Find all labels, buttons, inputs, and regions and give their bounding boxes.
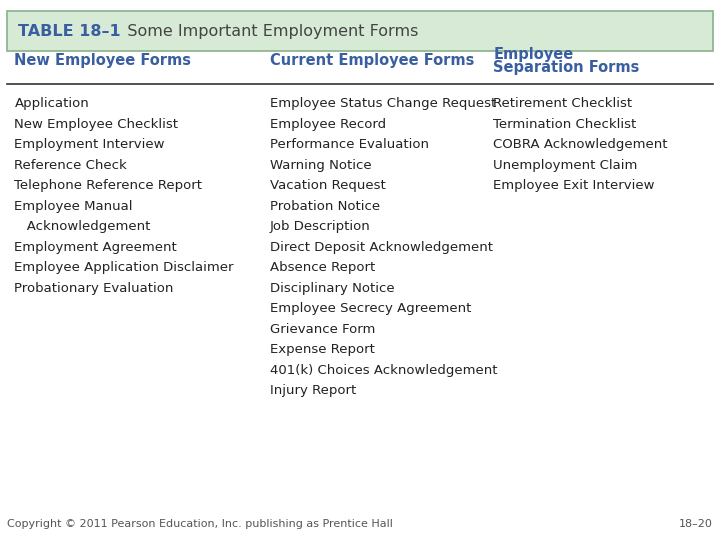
Text: Application: Application (14, 97, 89, 110)
Text: Probationary Evaluation: Probationary Evaluation (14, 282, 174, 295)
Text: 401(k) Choices Acknowledgement: 401(k) Choices Acknowledgement (270, 364, 498, 377)
Text: Termination Checklist: Termination Checklist (493, 118, 636, 131)
Text: Employee Secrecy Agreement: Employee Secrecy Agreement (270, 302, 472, 315)
Text: Injury Report: Injury Report (270, 384, 356, 397)
Text: Reference Check: Reference Check (14, 159, 127, 172)
Text: Absence Report: Absence Report (270, 261, 375, 274)
Text: New Employee Checklist: New Employee Checklist (14, 118, 179, 131)
Text: Employee Application Disclaimer: Employee Application Disclaimer (14, 261, 234, 274)
Text: Employee Record: Employee Record (270, 118, 386, 131)
Text: Employment Agreement: Employment Agreement (14, 241, 177, 254)
Text: Acknowledgement: Acknowledgement (14, 220, 150, 233)
Text: 18–20: 18–20 (679, 519, 713, 529)
Text: Performance Evaluation: Performance Evaluation (270, 138, 429, 151)
Text: Warning Notice: Warning Notice (270, 159, 372, 172)
Text: Employee Status Change Request: Employee Status Change Request (270, 97, 496, 110)
Text: Direct Deposit Acknowledgement: Direct Deposit Acknowledgement (270, 241, 493, 254)
Text: Employee: Employee (493, 47, 573, 62)
Text: Disciplinary Notice: Disciplinary Notice (270, 282, 395, 295)
Text: Unemployment Claim: Unemployment Claim (493, 159, 638, 172)
Text: Probation Notice: Probation Notice (270, 200, 380, 213)
Text: Employee Exit Interview: Employee Exit Interview (493, 179, 654, 192)
Text: Retirement Checklist: Retirement Checklist (493, 97, 632, 110)
Text: COBRA Acknowledgement: COBRA Acknowledgement (493, 138, 667, 151)
Text: Grievance Form: Grievance Form (270, 323, 375, 336)
Text: Separation Forms: Separation Forms (493, 59, 639, 75)
Text: Vacation Request: Vacation Request (270, 179, 386, 192)
Text: Expense Report: Expense Report (270, 343, 375, 356)
Text: Copyright © 2011 Pearson Education, Inc. publishing as Prentice Hall: Copyright © 2011 Pearson Education, Inc.… (7, 519, 393, 529)
Text: New Employee Forms: New Employee Forms (14, 52, 192, 68)
Text: Current Employee Forms: Current Employee Forms (270, 52, 474, 68)
Text: Telephone Reference Report: Telephone Reference Report (14, 179, 202, 192)
Text: Employment Interview: Employment Interview (14, 138, 165, 151)
Text: Job Description: Job Description (270, 220, 371, 233)
Text: Employee Manual: Employee Manual (14, 200, 133, 213)
Text: TABLE 18–1: TABLE 18–1 (18, 24, 121, 39)
FancyBboxPatch shape (7, 11, 713, 51)
Text: Some Important Employment Forms: Some Important Employment Forms (112, 24, 418, 39)
